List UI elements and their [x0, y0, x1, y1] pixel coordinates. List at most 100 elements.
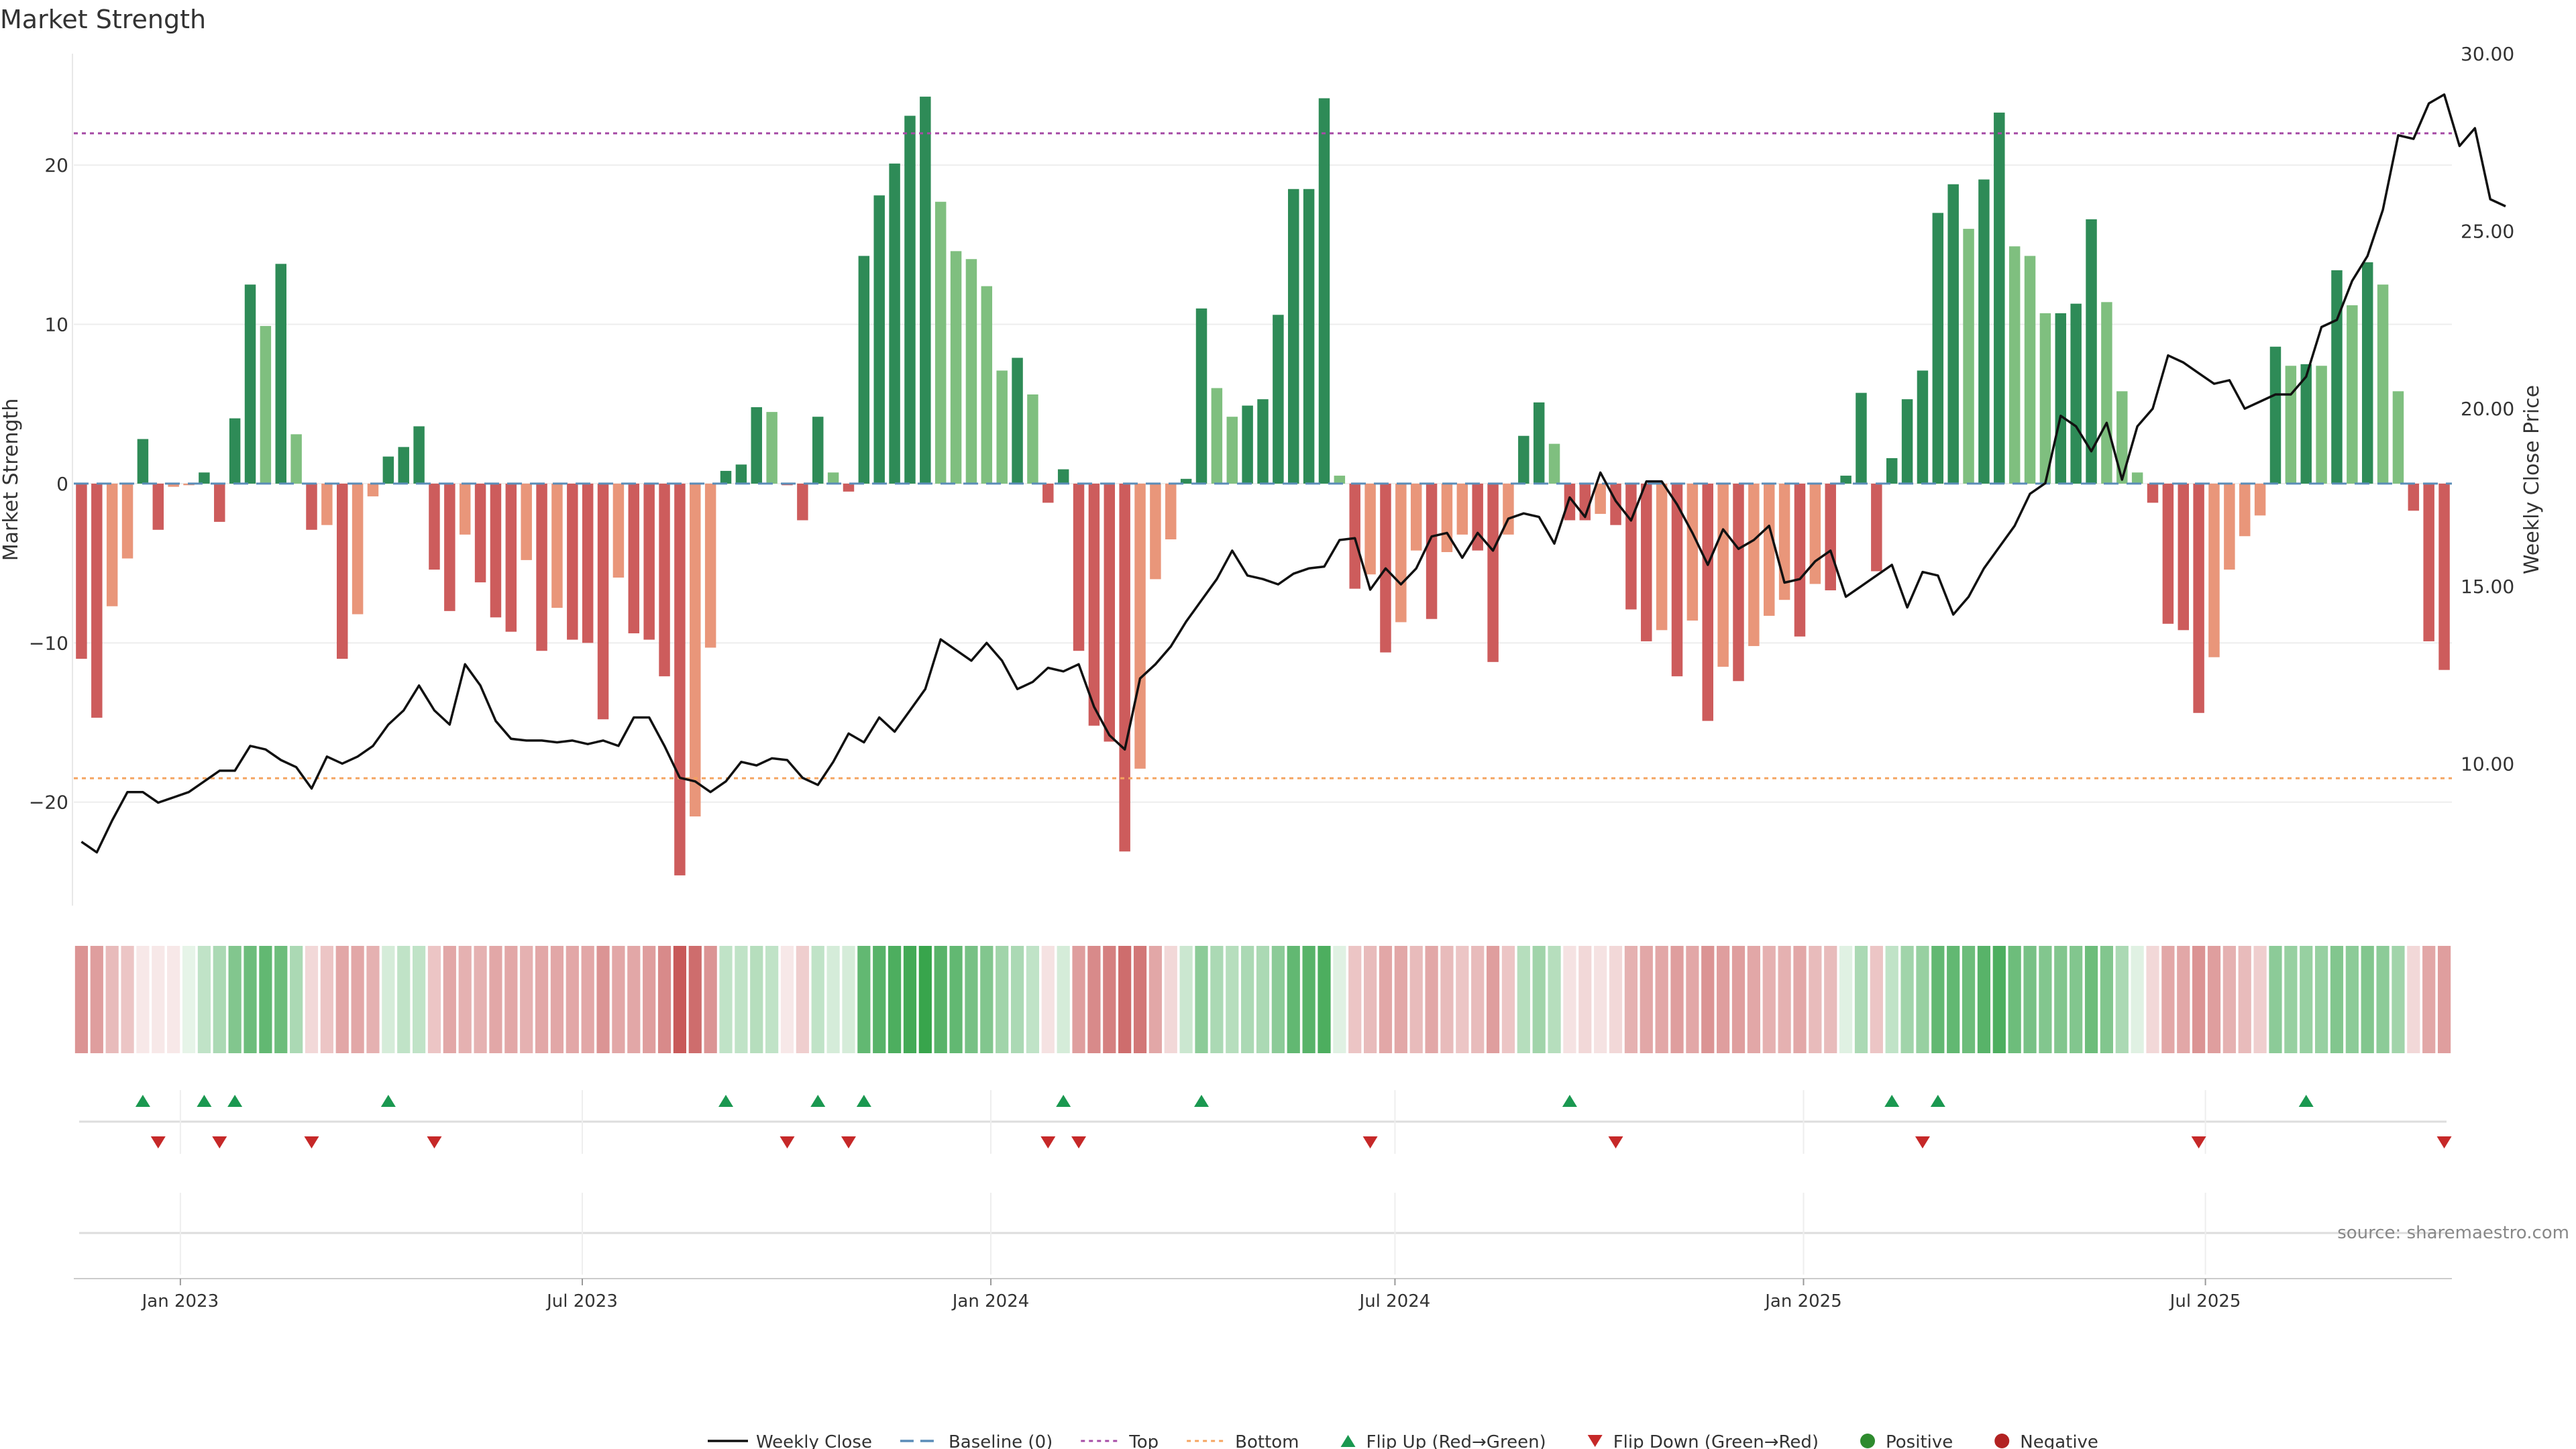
- zone-cell: [612, 946, 625, 1053]
- flip-up-marker: [2298, 1095, 2314, 1107]
- strength-bar: [1073, 483, 1085, 651]
- zone-cell: [2222, 946, 2236, 1053]
- strength-bar: [91, 483, 103, 718]
- zone-cell: [1456, 946, 1469, 1053]
- zone-cell: [1348, 946, 1362, 1053]
- zone-cell: [1440, 946, 1454, 1053]
- strength-bar: [1856, 392, 1867, 484]
- strength-bar: [106, 483, 118, 606]
- strength-bar: [674, 483, 686, 875]
- legend-label: Bottom: [1235, 1432, 1299, 1449]
- zone-cell: [627, 946, 641, 1053]
- y-axis-label: Market Strength: [0, 398, 23, 561]
- y-axis-left: −20 −10 0 10 20: [29, 154, 68, 814]
- strength-bar: [290, 434, 302, 484]
- strength-bar: [1027, 394, 1038, 484]
- zone-cell: [1409, 946, 1423, 1053]
- zone-cell: [1532, 946, 1546, 1053]
- strength-bar: [1717, 483, 1729, 667]
- strength-bar: [1947, 184, 1959, 484]
- strength-bar: [2116, 391, 2128, 484]
- strength-bar: [1042, 483, 1054, 503]
- strength-bar: [2086, 219, 2097, 484]
- flip-down-marker: [841, 1136, 856, 1148]
- zone-cell: [1318, 946, 1331, 1053]
- zone-cell: [1854, 946, 1868, 1053]
- weekly-close-series: [80, 93, 2506, 854]
- zone-cell: [167, 946, 180, 1053]
- strength-bar: [597, 483, 609, 720]
- zone-cell: [1256, 946, 1270, 1053]
- zone-cell: [1363, 946, 1377, 1053]
- strength-bar: [382, 456, 394, 484]
- flip-down-marker: [2436, 1136, 2452, 1148]
- strength-bar: [797, 483, 808, 521]
- strength-bar: [2024, 256, 2036, 484]
- y-tick-label: −20: [29, 792, 68, 814]
- x-tick-label: Jul 2023: [545, 1291, 618, 1311]
- strength-bar: [2254, 483, 2266, 516]
- strength-bar: [612, 483, 625, 578]
- strength-bar: [1134, 483, 1146, 769]
- legend-swatch: [1860, 1434, 1876, 1448]
- zone-cell: [1717, 946, 1730, 1053]
- zone-cell: [1931, 946, 1945, 1053]
- zone-cell: [290, 946, 303, 1053]
- zone-cell: [2039, 946, 2052, 1053]
- strength-bar: [2361, 262, 2373, 484]
- zone-cell: [1778, 946, 1791, 1053]
- flip-up-marker: [227, 1095, 243, 1107]
- strength-bar: [996, 370, 1008, 484]
- flip-down-marker: [304, 1136, 319, 1148]
- zone-cell: [1686, 946, 1699, 1053]
- zone-cell: [2100, 946, 2114, 1053]
- zone-cell: [1087, 946, 1101, 1053]
- zone-cell: [1824, 946, 1837, 1053]
- strength-bar: [2147, 483, 2159, 503]
- zone-cell: [1992, 946, 2006, 1053]
- x-tick-label: Jan 2023: [141, 1291, 219, 1311]
- legend-label: Flip Up (Red→Green): [1366, 1432, 1546, 1449]
- zone-cell: [136, 946, 150, 1053]
- zone-cell: [520, 946, 533, 1053]
- strength-bar: [1195, 308, 1208, 484]
- strength-bar: [1472, 483, 1483, 551]
- strength-bar: [1364, 483, 1376, 575]
- zone-cell: [351, 946, 364, 1053]
- strength-bar: [1104, 483, 1116, 742]
- zone-cell: [1271, 946, 1285, 1053]
- zone-cell: [90, 946, 103, 1053]
- zone-cell: [74, 946, 89, 1053]
- zone-cell: [1425, 946, 1438, 1053]
- strength-bar: [1165, 483, 1177, 540]
- legend: Weekly Close Baseline (0) Top Bottom Flip Up…: [708, 1432, 2098, 1449]
- strength-bar: [429, 483, 440, 570]
- flip-markers-panel: [79, 1090, 2452, 1154]
- flip-up-marker: [1562, 1095, 1577, 1107]
- zone-cell: [550, 946, 564, 1053]
- strength-bar: [934, 201, 947, 484]
- strength-bar: [121, 483, 133, 559]
- zone-cell: [704, 946, 717, 1053]
- zone-cell: [274, 946, 288, 1053]
- flip-up-marker: [1884, 1095, 1900, 1107]
- zone-cell: [2330, 946, 2344, 1053]
- y2-axis-label: Weekly Close Price: [2520, 385, 2544, 574]
- strength-bar: [2178, 483, 2189, 631]
- y2-tick-label: 15.00: [2461, 576, 2514, 598]
- strength-bar: [521, 483, 532, 560]
- strength-bar: [1288, 189, 1299, 484]
- strength-bar: [1349, 483, 1360, 589]
- strength-bar: [659, 483, 670, 677]
- flip-down-marker: [1362, 1136, 1378, 1148]
- zone-cell: [305, 946, 319, 1053]
- strength-bar: [1456, 483, 1468, 535]
- strength-bar: [873, 195, 885, 484]
- zone-cell: [1885, 946, 1898, 1053]
- x-tick-label: Jul 2024: [1358, 1291, 1431, 1311]
- zone-cell: [1379, 946, 1393, 1053]
- zone-cell: [1670, 946, 1684, 1053]
- zone-cell: [735, 946, 748, 1053]
- zone-cell: [1195, 946, 1208, 1053]
